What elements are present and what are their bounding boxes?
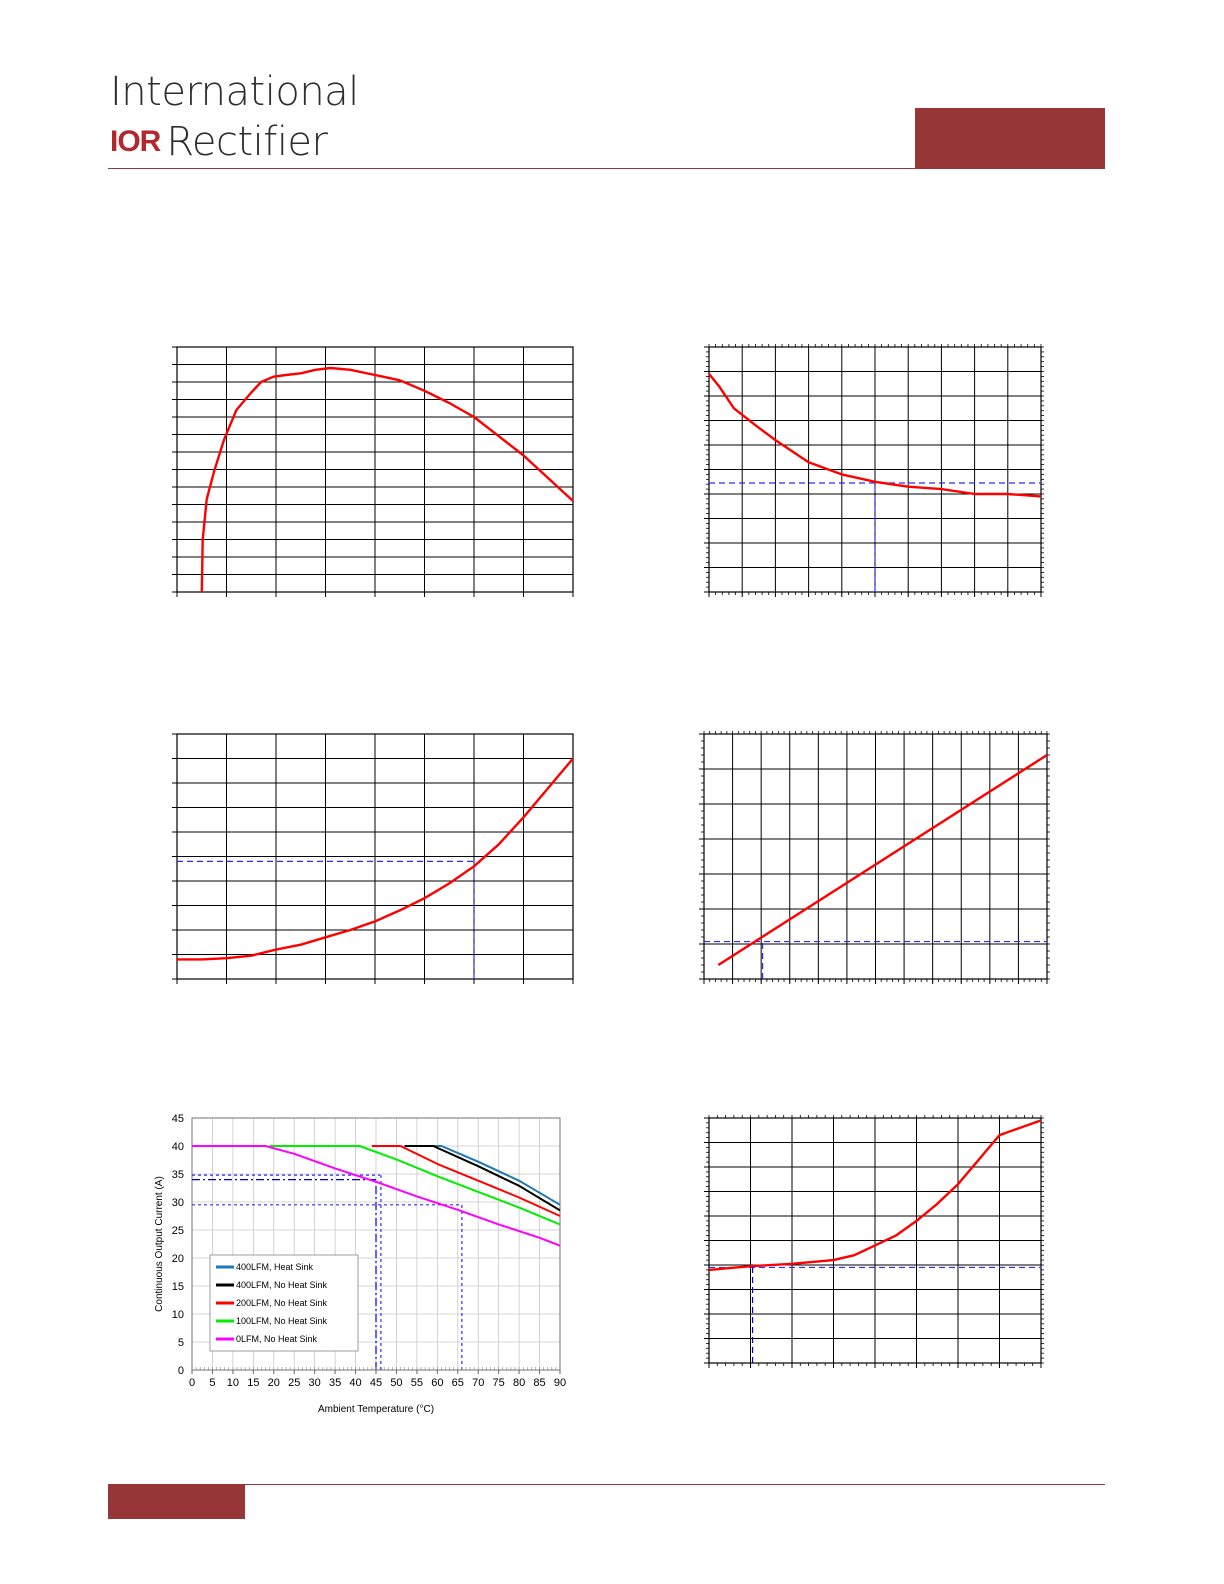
y-tick-label: 30	[172, 1197, 184, 1209]
chart-1	[172, 346, 574, 597]
series-line-1	[708, 373, 1042, 498]
y-tick-label: 20	[172, 1253, 184, 1265]
series-line-5	[192, 1145, 561, 1247]
x-tick-label: 55	[411, 1377, 423, 1389]
legend-label: 100LFM, No Heat Sink	[236, 1316, 328, 1326]
grid	[704, 1115, 1044, 1368]
series-line-1	[200, 366, 574, 593]
plot-frame	[708, 1117, 1042, 1364]
y-tick-label: 35	[172, 1169, 184, 1181]
x-tick-label: 50	[390, 1377, 402, 1389]
y-tick-label: 45	[172, 1113, 184, 1125]
chart-4	[699, 731, 1050, 984]
brand-name-line1: International	[110, 69, 359, 115]
legend: 400LFM, Heat Sink 400LFM, No Heat Sink 200…	[209, 1254, 359, 1352]
y-tick-label: 10	[172, 1309, 184, 1321]
header-divider	[108, 168, 1105, 169]
x-tick-label: 45	[370, 1377, 382, 1389]
plot-frame	[176, 733, 574, 980]
x-tick-label: 10	[227, 1377, 239, 1389]
series-line-4	[269, 1145, 561, 1226]
brand-name-rectifier: Rectifier	[166, 119, 328, 165]
legend-label: 200LFM, No Heat Sink	[236, 1298, 328, 1308]
x-tick-label: 65	[452, 1377, 464, 1389]
brand-name-line2: IOR Rectifier	[110, 122, 328, 162]
footer-accent-box	[108, 1484, 245, 1519]
y-tick-label: 40	[172, 1141, 184, 1153]
x-tick-label: 35	[329, 1377, 341, 1389]
x-tick-label: 60	[431, 1377, 443, 1389]
legend-label: 400LFM, No Heat Sink	[236, 1280, 328, 1290]
x-axis-label: Ambient Temperature (°C)	[318, 1404, 434, 1415]
ior-logo-mark: IOR	[110, 125, 161, 158]
plot-frame	[703, 733, 1048, 980]
grid	[172, 733, 574, 984]
y-tick-label: 0	[178, 1365, 184, 1377]
chart-current-derating: 0 5 10 15 20 25 30 35 40 45 50 55 60 65 70 75 80 85 90 0 5 10…	[154, 1113, 566, 1415]
legend-label: 0LFM, No Heat Sink	[236, 1334, 318, 1344]
x-tick-label: 40	[349, 1377, 361, 1389]
grid	[172, 346, 574, 597]
y-axis-label: Continuous Output Current (A)	[154, 1176, 165, 1312]
series-line-2	[404, 1145, 561, 1212]
legend-box	[209, 1254, 359, 1352]
x-tick-label: 25	[288, 1377, 300, 1389]
series-line-1	[717, 753, 1048, 967]
y-tick-label: 5	[178, 1337, 184, 1349]
x-tick-label: 30	[309, 1377, 321, 1389]
grid	[699, 731, 1050, 984]
y-tick-label: 25	[172, 1225, 184, 1237]
header-accent-box	[915, 108, 1105, 168]
x-tick-label: 90	[554, 1377, 566, 1389]
x-tick-label: 85	[533, 1377, 545, 1389]
series-line-1	[177, 757, 574, 961]
series-line-3	[371, 1145, 561, 1217]
x-tick-label: 0	[189, 1377, 195, 1389]
chart-2	[704, 344, 1044, 597]
x-tick-label: 70	[472, 1377, 484, 1389]
legend-label: 400LFM, Heat Sink	[236, 1262, 314, 1272]
x-tick-label: 80	[513, 1377, 525, 1389]
plot-frame	[176, 346, 574, 593]
x-tick-label: 20	[268, 1377, 280, 1389]
footer-divider	[108, 1484, 1105, 1485]
chart-6	[704, 1115, 1044, 1368]
grid	[704, 344, 1044, 597]
series-line-1	[708, 1119, 1042, 1272]
x-tick-label: 5	[209, 1377, 215, 1389]
chart-3	[172, 733, 574, 984]
x-tick-label: 75	[493, 1377, 505, 1389]
x-tick-label: 15	[247, 1377, 259, 1389]
y-tick-label: 15	[172, 1281, 184, 1293]
